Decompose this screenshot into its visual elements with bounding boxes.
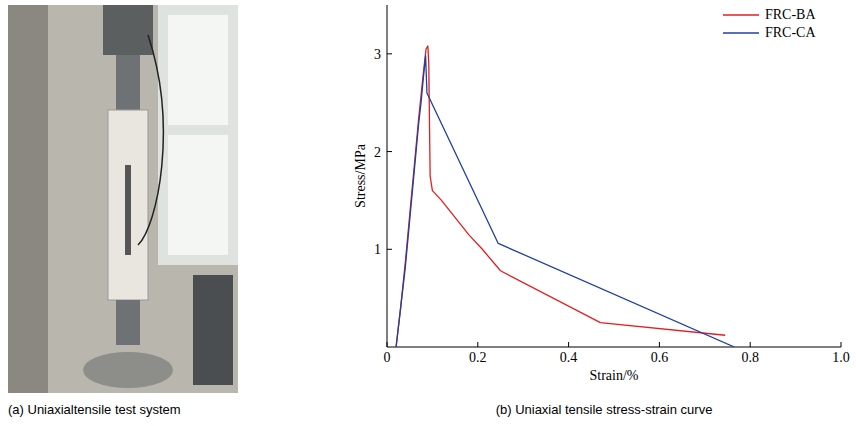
x-axis-title: Strain/%: [590, 368, 639, 383]
legend-label: FRC-CA: [765, 25, 816, 40]
y-tick: [387, 151, 392, 152]
photo-background: [8, 5, 238, 393]
series-line: [396, 46, 725, 347]
y-tick-label: 3: [374, 47, 381, 62]
x-tick: [750, 342, 751, 347]
x-tick-label: 1.0: [832, 350, 850, 365]
y-tick: [387, 249, 392, 250]
x-tick-label: 0.8: [741, 350, 759, 365]
y-axis-title: Stress/MPa: [353, 143, 368, 208]
x-tick-label: 0.6: [651, 350, 669, 365]
photo-extensometer: [125, 165, 131, 255]
legend-swatch: [723, 32, 759, 34]
photo-window: [158, 5, 238, 265]
photo-base: [83, 352, 173, 388]
y-tick-label: 1: [374, 242, 381, 257]
photo-upper-grip: [116, 55, 140, 110]
plot-area: [396, 46, 734, 347]
x-tick-label: 0: [384, 350, 391, 365]
photo-caption: (a) Uniaxialtensile test system: [8, 402, 181, 417]
photo-cabinet: [193, 275, 233, 385]
photo-specimen: [108, 110, 148, 300]
x-tick-label: 0.2: [469, 350, 487, 365]
chart: 0 0.2 0.4 0.6 0.8 1.0 1 2 3 Strain/% Stress/MPa FRC…: [353, 5, 850, 383]
x-tick: [387, 342, 388, 347]
photo-window-pane: [168, 135, 228, 255]
figure: (a) Uniaxialtensile test system 0 0.2 0.4 0.…: [0, 0, 856, 426]
x-tick: [841, 342, 842, 347]
x-tick: [568, 342, 569, 347]
legend: FRC-BA FRC-CA: [723, 7, 816, 40]
x-tick: [659, 342, 660, 347]
photo-wall: [8, 5, 48, 393]
y-tick-label: 2: [374, 145, 381, 160]
legend-swatch: [723, 14, 759, 16]
legend-label: FRC-BA: [765, 7, 816, 22]
y-tick: [387, 53, 392, 54]
series-line: [396, 56, 734, 347]
photo-load-cell: [103, 5, 153, 55]
photo-panel: [8, 5, 238, 393]
photo-window-pane: [168, 15, 228, 125]
x-tick-label: 0.4: [560, 350, 578, 365]
photo-lower-grip: [116, 300, 140, 345]
photo-cable: [138, 35, 163, 245]
y-axis: [387, 5, 388, 347]
x-tick: [477, 342, 478, 347]
chart-caption: (b) Uniaxial tensile stress-strain curve: [496, 402, 713, 417]
x-axis: [387, 347, 841, 348]
